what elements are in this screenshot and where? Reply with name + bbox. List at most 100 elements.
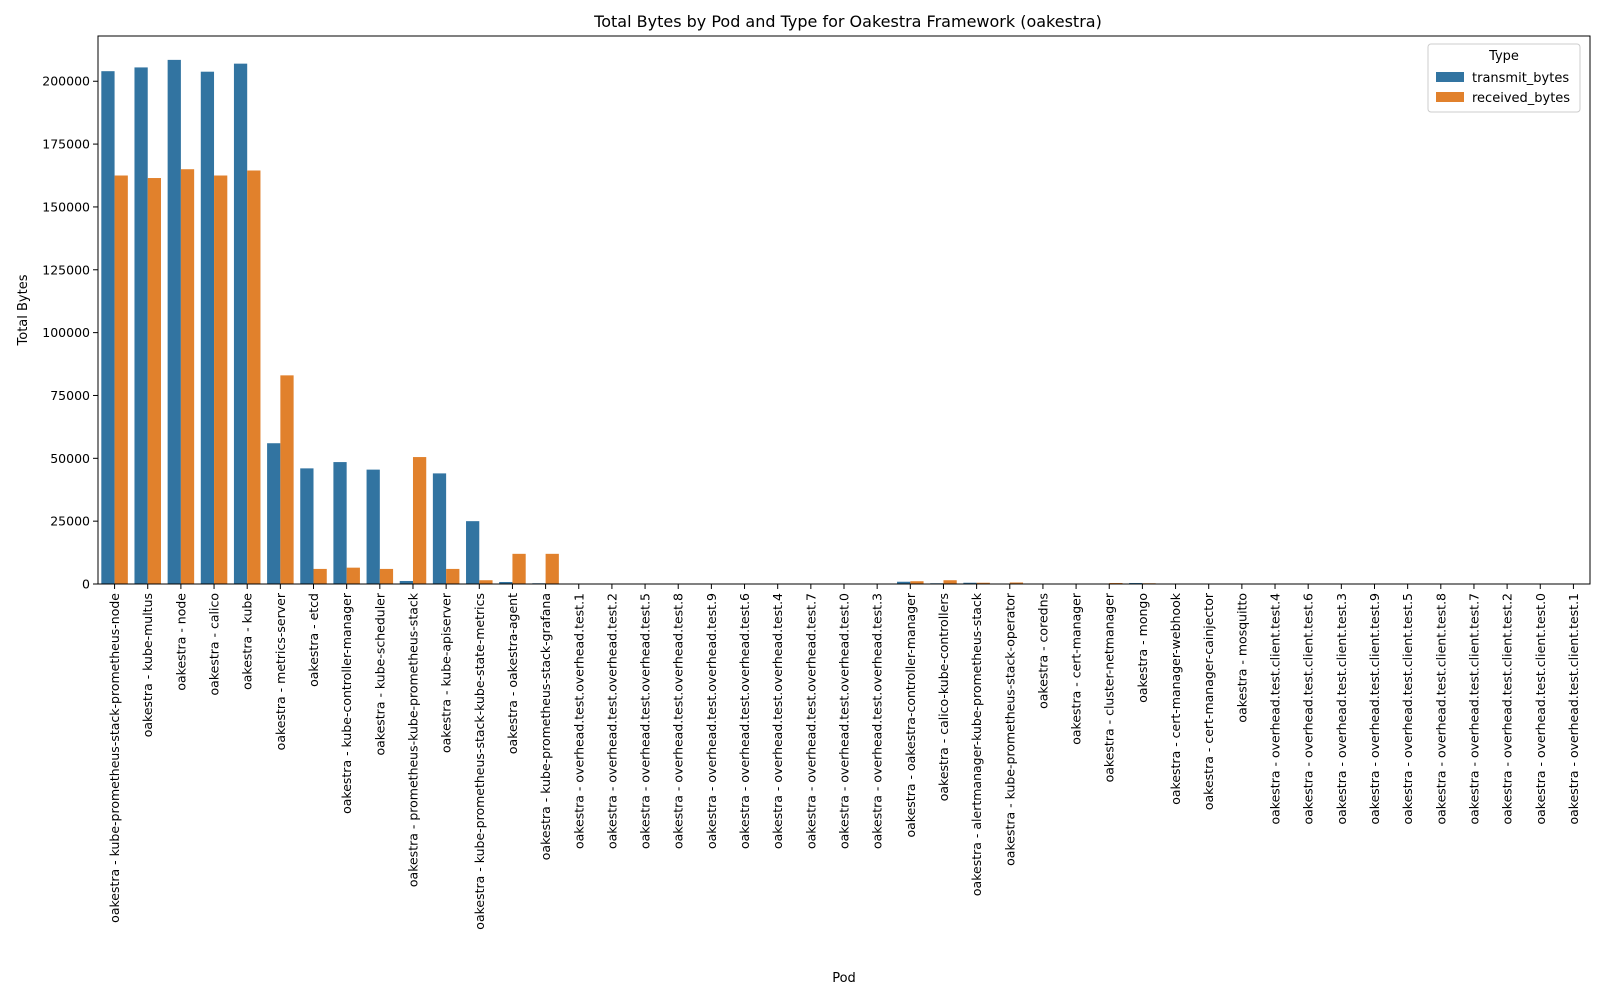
bar-received_bytes-7 — [346, 567, 360, 584]
x-tick-label: oakestra - kube-controller-manager — [339, 592, 354, 814]
x-tick-label: oakestra - calico — [207, 593, 222, 695]
x-tick-label: oakestra - mongo — [1135, 593, 1150, 703]
bar-transmit_bytes-9 — [399, 580, 413, 584]
bar-transmit_bytes-12 — [499, 581, 513, 584]
x-tick-label: oakestra - overhead.test.overhead.test.8 — [671, 593, 686, 849]
x-tick-label: oakestra - overhead.test.client.test.2 — [1500, 593, 1515, 825]
bar-received_bytes-30 — [1109, 582, 1123, 584]
x-tick-label: oakestra - overhead.test.client.test.4 — [1268, 593, 1283, 825]
x-tick-label: oakestra - kube-prometheus-stack-grafana — [538, 593, 553, 860]
x-tick-label: oakestra - mosquitto — [1234, 593, 1249, 723]
x-tick-label: oakestra - alertmanager-kube-prometheus-… — [969, 592, 984, 896]
legend-swatch-received_bytes — [1436, 92, 1464, 102]
x-tick-label: oakestra - oakestra-agent — [505, 593, 520, 754]
x-tick-label: oakestra - coredns — [1035, 593, 1050, 709]
bar-transmit_bytes-7 — [333, 462, 347, 584]
x-tick-label: oakestra - overhead.test.overhead.test.1 — [571, 593, 586, 849]
y-tick-label: 150000 — [42, 199, 90, 214]
bar-received_bytes-0 — [114, 175, 128, 584]
plot-frame — [97, 35, 1591, 585]
bar-received_bytes-13 — [545, 553, 559, 584]
x-tick-label: oakestra - overhead.test.overhead.test.7 — [803, 593, 818, 849]
x-tick-label: oakestra - overhead.test.overhead.test.2 — [604, 593, 619, 849]
y-tick-label: 0 — [82, 577, 90, 592]
x-axis: oakestra - kube-prometheus-stack-prometh… — [107, 584, 1581, 930]
x-tick-label: oakestra - overhead.test.client.test.8 — [1433, 593, 1448, 825]
bar-received_bytes-26 — [976, 582, 990, 584]
x-tick-label: oakestra - cert-manager-cainjector — [1201, 592, 1216, 810]
x-tick-label: oakestra - kube-prometheus-stack-prometh… — [107, 593, 122, 923]
x-tick-label: oakestra - kube-apiserver — [439, 592, 454, 753]
bar-transmit_bytes-2 — [167, 59, 181, 584]
x-tick-label: oakestra - overhead.test.overhead.test.0 — [837, 593, 852, 849]
bar-transmit_bytes-6 — [300, 468, 314, 584]
x-tick-label: oakestra - cluster-netmanager — [1102, 592, 1117, 782]
bar-transmit_bytes-11 — [466, 521, 480, 584]
bars-group — [101, 59, 1156, 585]
bar-received_bytes-11 — [479, 580, 493, 584]
bar-transmit_bytes-0 — [101, 71, 115, 584]
x-tick-label: oakestra - kube-prometheus-stack-kube-st… — [472, 593, 487, 930]
bar-transmit_bytes-31 — [1129, 582, 1143, 584]
x-tick-label: oakestra - kube-scheduler — [372, 592, 387, 755]
bar-received_bytes-9 — [412, 457, 427, 584]
bar-received_bytes-8 — [379, 568, 394, 584]
bar-transmit_bytes-24 — [897, 581, 911, 584]
y-axis-title: Total Bytes — [16, 274, 31, 346]
x-tick-label: oakestra - overhead.test.client.test.5 — [1400, 593, 1415, 825]
bar-transmit_bytes-1 — [134, 67, 148, 585]
legend-box — [1427, 43, 1581, 113]
y-tick-label: 125000 — [42, 262, 90, 277]
bar-transmit_bytes-26 — [963, 582, 977, 584]
x-tick-label: oakestra - calico-kube-controllers — [936, 593, 951, 801]
x-tick-label: oakestra - overhead.test.client.test.9 — [1367, 593, 1382, 825]
bar-received_bytes-6 — [313, 568, 327, 584]
y-tick-label: 100000 — [42, 325, 90, 340]
x-axis-title: Pod — [832, 971, 856, 986]
bar-received_bytes-12 — [512, 553, 526, 584]
x-tick-label: oakestra - overhead.test.client.test.0 — [1533, 593, 1548, 825]
x-tick-label: oakestra - overhead.test.client.test.6 — [1301, 593, 1316, 825]
x-tick-label: oakestra - node — [173, 593, 188, 691]
bar-transmit_bytes-3 — [200, 71, 215, 584]
y-tick-label: 50000 — [50, 451, 90, 466]
legend-swatch-transmit_bytes — [1436, 72, 1464, 82]
bar-received_bytes-27 — [1009, 582, 1024, 584]
bar-received_bytes-2 — [180, 169, 195, 585]
bar-received_bytes-1 — [147, 178, 161, 584]
x-tick-label: oakestra - overhead.test.overhead.test.6 — [737, 593, 752, 849]
bar-transmit_bytes-4 — [233, 63, 248, 584]
y-tick-label: 25000 — [50, 514, 90, 529]
x-tick-label: oakestra - overhead.test.overhead.test.9 — [704, 593, 719, 849]
bar-received_bytes-4 — [247, 170, 261, 585]
x-tick-label: oakestra - kube-multus — [140, 593, 155, 737]
x-tick-label: oakestra - overhead.test.overhead.test.4 — [770, 593, 785, 849]
y-tick-label: 175000 — [42, 137, 90, 152]
y-axis: 0 25000 50000 75000 100000 125000 150000 175000… — [42, 74, 98, 592]
bar-transmit_bytes-5 — [267, 443, 281, 584]
x-tick-label: oakestra - overhead.test.client.test.7 — [1466, 593, 1481, 825]
x-tick-label: oakestra - overhead.test.client.test.1 — [1566, 593, 1581, 825]
x-tick-label: oakestra - metrics-server — [273, 592, 288, 750]
legend-title: Type — [1488, 49, 1519, 64]
bar-transmit_bytes-10 — [432, 473, 447, 584]
x-tick-label: oakestra - oakestra-controller-manager — [903, 592, 918, 837]
x-tick-label: oakestra - overhead.test.overhead.test.5 — [638, 593, 653, 849]
bar-received_bytes-10 — [446, 568, 460, 584]
x-tick-label: oakestra - cert-manager — [1069, 592, 1084, 745]
legend: Type transmit_bytes received_bytes — [1427, 43, 1581, 113]
bar-transmit_bytes-8 — [366, 469, 380, 584]
chart-title: Total Bytes by Pod and Type for Oakestra… — [593, 12, 1102, 31]
bar-received_bytes-25 — [943, 580, 957, 584]
x-tick-label: oakestra - overhead.test.client.test.3 — [1334, 593, 1349, 825]
bar-received_bytes-5 — [280, 375, 294, 584]
x-tick-label: oakestra - etcd — [306, 593, 321, 687]
x-tick-label: oakestra - overhead.test.overhead.test.3 — [870, 593, 885, 849]
bar-received_bytes-3 — [214, 175, 228, 584]
x-tick-label: oakestra - kube-prometheus-stack-operato… — [1002, 592, 1017, 866]
y-tick-label: 75000 — [50, 388, 90, 403]
bar-received_bytes-24 — [910, 581, 924, 584]
y-tick-label: 200000 — [42, 74, 90, 89]
